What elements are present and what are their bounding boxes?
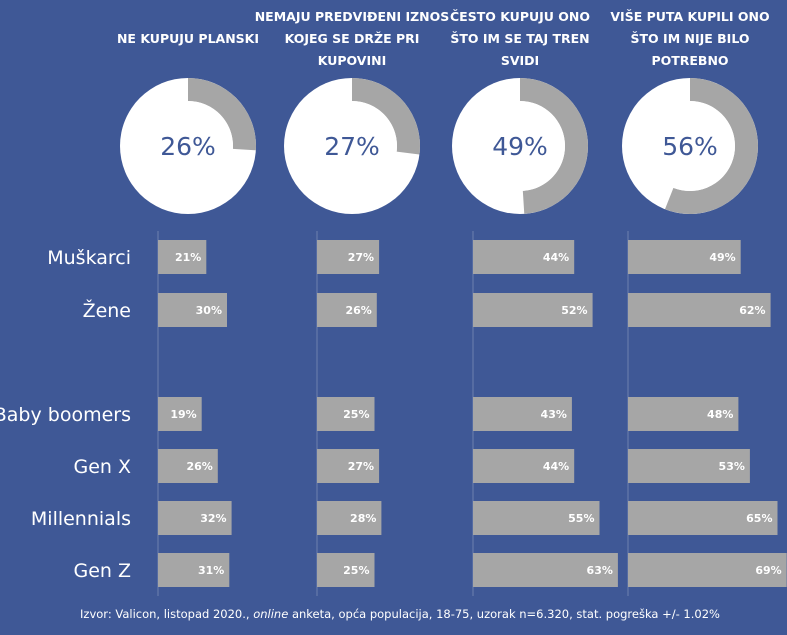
donut-slice-2 [352,78,421,155]
bar-label-4-3: 48% [707,408,733,421]
bar-label-2-3: 25% [343,408,369,421]
bar-4-2 [628,293,771,327]
bar-label-3-4: 44% [543,460,569,473]
bar-4-1 [628,240,741,274]
donut-hole-2 [307,101,397,191]
donut-hole-4 [645,101,735,191]
row-label-3: Baby boomers [0,404,131,426]
donut-slice-1 [188,78,256,151]
bar-4-3 [628,397,739,431]
bar-1-2 [158,293,227,327]
row-label-6: Gen Z [73,560,131,582]
column-header-4: VIŠE PUTA KUPILI ONO ŠTO IM NIJE BILO POTR… [610,9,769,68]
bar-1-3 [158,397,202,431]
donut-value-1: 26% [160,132,216,161]
bar-label-4-5: 65% [746,512,772,525]
bar-1-6 [158,553,230,587]
bar-label-1-1: 21% [175,251,201,264]
bar-label-3-6: 63% [587,564,613,577]
bar-2-2 [317,293,377,327]
bar-1-1 [158,240,207,274]
donut-3: 49% [452,78,588,214]
bar-1-4 [158,449,218,483]
bar-3-1 [473,240,575,274]
bar-label-4-4: 53% [719,460,745,473]
column-header-3: ČESTO KUPUJU ONO ŠTO IM SE TAJ TREN SVIDI [450,9,590,68]
bar-2-1 [317,240,380,274]
bar-3-2 [473,293,593,327]
bar-2-5 [317,501,382,535]
column-header-1: NE KUPUJU PLANSKI [117,31,259,46]
row-label-2: Žene [83,299,131,322]
bar-label-3-1: 44% [543,251,569,264]
bar-label-3-3: 43% [541,408,567,421]
row-labels: Muškarci Žene Baby boomers Gen X Millennials… [0,247,131,582]
donut-slice-4 [664,78,759,214]
bar-label-3-2: 52% [561,304,587,317]
donut-1: 26% [120,78,256,214]
donut-2: 27% [284,78,421,214]
bar-label-2-6: 25% [343,564,369,577]
bar-series: 21% 30% 19% 26% 32% 31% 27% 26% 25% 27% 28% 25% 44% 5… [158,240,787,587]
donut-value-4: 56% [662,132,718,161]
bar-label-1-2: 30% [196,304,222,317]
column-header-2: NEMAJU PREDVIĐENI IZNOS KOJEG SE DRŽE PRI… [255,9,450,68]
row-label-5: Millennials [31,508,131,530]
bar-4-5 [628,501,778,535]
bar-3-6 [473,553,618,587]
bar-label-2-5: 28% [350,512,376,525]
bar-2-3 [317,397,375,431]
row-label-4: Gen X [73,456,131,478]
donut-value-3: 49% [492,132,548,161]
bar-4-6 [628,553,787,587]
bar-label-1-5: 32% [200,512,226,525]
bar-label-2-1: 27% [348,251,374,264]
bar-2-4 [317,449,380,483]
bar-4-4 [628,449,750,483]
source-note: Izvor: Valicon, listopad 2020., online a… [80,607,720,621]
bar-label-4-6: 69% [755,564,781,577]
donut-charts: 26% 27% 49% 56% [120,78,759,214]
bar-label-2-2: 26% [345,304,371,317]
donut-hole-1 [143,101,233,191]
bar-label-2-4: 27% [348,460,374,473]
donut-value-2: 27% [324,132,380,161]
donut-hole-3 [475,101,565,191]
donut-slice-3 [520,78,588,214]
row-label-1: Muškarci [47,247,131,269]
bar-label-1-6: 31% [198,564,224,577]
bar-1-5 [158,501,232,535]
bar-label-4-1: 49% [709,251,735,264]
bar-3-4 [473,449,575,483]
bar-label-1-4: 26% [186,460,212,473]
bar-label-4-2: 62% [739,304,765,317]
bar-3-3 [473,397,572,431]
donut-4: 56% [622,78,759,214]
bar-3-5 [473,501,600,535]
bar-label-3-5: 55% [568,512,594,525]
bar-label-1-3: 19% [170,408,196,421]
bar-2-6 [317,553,375,587]
